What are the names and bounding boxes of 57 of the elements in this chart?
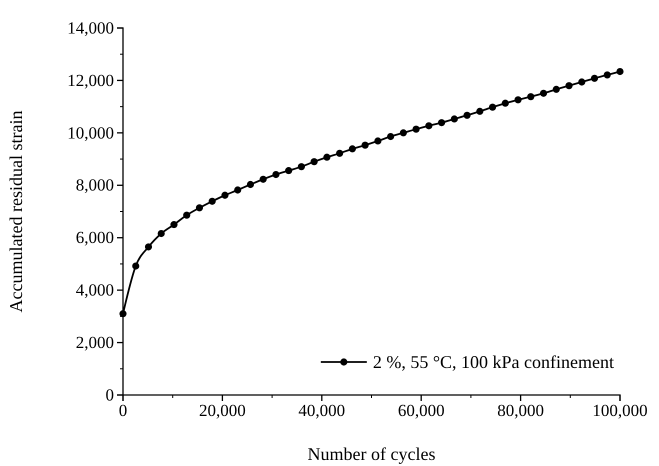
- point: [272, 170, 280, 178]
- point: [196, 204, 204, 212]
- point: [285, 167, 292, 174]
- point: [476, 108, 484, 115]
- x-tick-label: 60,000: [398, 401, 445, 420]
- point: [221, 192, 229, 199]
- point: [260, 176, 267, 183]
- point: [170, 221, 178, 228]
- y-tick-label: 4,000: [76, 280, 114, 300]
- point: [208, 198, 216, 205]
- legend-label: 2 %, 55 °C, 100 kPa confinement: [372, 352, 614, 372]
- point: [552, 86, 560, 93]
- point: [374, 137, 382, 145]
- point: [450, 115, 458, 123]
- x-tick-label: 20,000: [199, 401, 246, 420]
- point: [310, 158, 318, 166]
- point: [514, 96, 522, 104]
- x-tick-label: 100,000: [592, 401, 648, 420]
- point: [144, 243, 152, 250]
- y-tick-label: 6,000: [76, 228, 114, 248]
- point: [362, 142, 369, 149]
- point: [348, 145, 356, 152]
- y-tick-label: 14,000: [67, 18, 114, 38]
- y-tick-label: 12,000: [67, 70, 114, 90]
- point: [590, 74, 598, 82]
- point: [527, 93, 534, 100]
- y-tick-label: 10,000: [67, 123, 114, 142]
- point: [234, 186, 242, 194]
- point: [183, 212, 190, 219]
- x-tick-label: 0: [118, 401, 128, 420]
- point: [604, 71, 611, 78]
- point: [400, 129, 407, 136]
- point: [298, 163, 305, 170]
- point: [425, 122, 432, 130]
- point: [246, 180, 254, 188]
- point: [323, 154, 330, 161]
- point: [488, 104, 496, 111]
- point: [119, 310, 127, 318]
- point: [502, 100, 509, 107]
- x-tick-label: 40,000: [298, 401, 346, 420]
- point: [132, 262, 140, 270]
- point: [412, 126, 420, 133]
- point: [540, 90, 548, 97]
- y-axis-title: Accumulated residual strain: [6, 110, 26, 312]
- y-tick-label: 8,000: [76, 176, 114, 195]
- point: [387, 132, 394, 140]
- point: [464, 112, 471, 119]
- point: [336, 150, 344, 157]
- point: [578, 78, 586, 86]
- point: [438, 119, 446, 126]
- point: [158, 230, 165, 238]
- y-tick-label: 2,000: [76, 333, 114, 352]
- point: [616, 68, 624, 76]
- x-axis-title: Number of cycles: [308, 444, 436, 464]
- x-tick-label: 80,000: [497, 401, 544, 420]
- y-tick-label: 0: [106, 385, 114, 404]
- point: [565, 82, 573, 90]
